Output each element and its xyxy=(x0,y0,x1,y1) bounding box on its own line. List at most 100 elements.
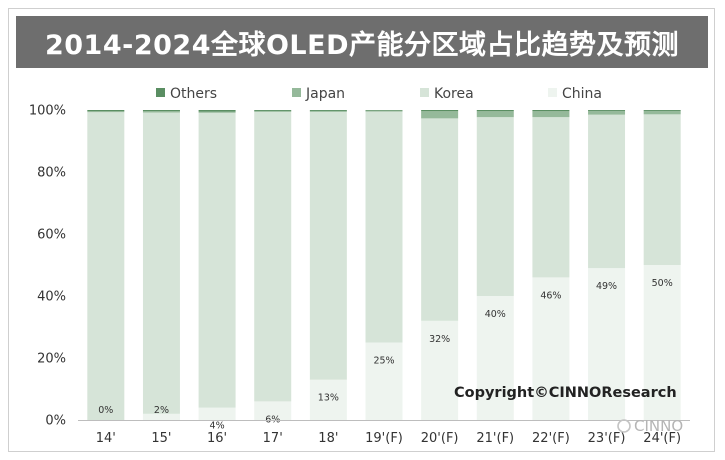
x-tick-label: 14' xyxy=(96,431,116,446)
legend-swatch-china xyxy=(548,88,557,97)
bar-segment-japan xyxy=(421,111,459,119)
bar-group: 32% xyxy=(421,110,459,420)
bar-segment-korea xyxy=(476,117,514,296)
x-tick-label: 16' xyxy=(207,431,227,446)
bar-group: 50% xyxy=(643,110,681,420)
bar-segment-japan xyxy=(254,110,292,112)
bar-segment-china xyxy=(198,407,236,420)
x-tick-label: 22'(F) xyxy=(532,431,570,446)
bar-segment-korea xyxy=(254,111,292,402)
bar-segment-china xyxy=(588,268,626,420)
watermark-text: CINNO xyxy=(634,417,683,435)
bar-segment-others xyxy=(643,110,681,111)
y-tick-label: 60% xyxy=(37,228,66,243)
x-tick-label: 21'(F) xyxy=(476,431,514,446)
bar-group: 49% xyxy=(588,110,626,420)
bar-segment-japan xyxy=(532,111,570,118)
bar-segment-korea xyxy=(309,111,347,380)
bar-segment-japan xyxy=(476,111,514,118)
title-bar: 2014-2024全球OLED产能分区域占比趋势及预测 xyxy=(16,16,708,68)
bar-segment-japan xyxy=(142,111,180,113)
bar-group: 25% xyxy=(365,110,403,420)
data-label: 13% xyxy=(318,393,339,404)
bar-segment-korea xyxy=(532,117,570,278)
legend-swatch-japan xyxy=(292,88,301,97)
bar-segment-china xyxy=(532,277,570,420)
data-label: 50% xyxy=(652,278,673,289)
x-axis: 14' 15' 16' 17' 18' 19'(F) 20'(F) 21'(F) 22'(F) 2… xyxy=(78,420,690,446)
bar-segment-others xyxy=(198,110,236,112)
y-tick-label: 40% xyxy=(37,290,66,305)
x-tick-label: 23'(F) xyxy=(588,431,626,446)
bar-segment-others xyxy=(142,110,180,112)
bar-segment-china xyxy=(142,413,180,420)
bar-segment-japan xyxy=(87,111,125,113)
data-label: 40% xyxy=(485,309,506,320)
data-label: 46% xyxy=(540,290,561,301)
y-tick-label: 0% xyxy=(45,414,66,429)
data-label: 32% xyxy=(429,334,450,345)
wechat-icon xyxy=(617,419,631,433)
bar-segment-others xyxy=(254,110,292,111)
bar-segment-others xyxy=(365,110,403,111)
bar-group: 4% xyxy=(198,110,236,432)
bar-segment-others xyxy=(532,110,570,112)
legend-swatch-others xyxy=(156,88,165,97)
data-label: 49% xyxy=(596,281,617,292)
bar-segment-others xyxy=(87,110,125,112)
legend: Others Japan Korea China xyxy=(156,86,602,102)
x-tick-label: 15' xyxy=(151,431,171,446)
legend-label-china: China xyxy=(562,86,602,102)
y-axis: 0% 20% 40% 60% 80% 100% xyxy=(29,104,66,429)
data-label: 0% xyxy=(98,405,113,416)
bar-segment-korea xyxy=(588,114,626,269)
x-tick-label: 17' xyxy=(263,431,283,446)
x-tick-label: 20'(F) xyxy=(421,431,459,446)
bar-group: 0% xyxy=(87,110,125,421)
bars: 0% 2% 4% 6% 13% 25% 32% 40% 46% 49% 50% xyxy=(87,110,681,432)
bar-group: 40% xyxy=(476,110,514,420)
bar-segment-korea xyxy=(365,111,403,343)
bar-segment-japan xyxy=(365,110,403,112)
bar-segment-korea xyxy=(142,112,180,414)
bar-segment-china xyxy=(421,320,459,420)
bar-group: 13% xyxy=(309,110,347,420)
data-label: 4% xyxy=(210,421,225,432)
bar-segment-korea xyxy=(198,112,236,408)
legend-label-others: Others xyxy=(170,86,217,102)
bar-segment-japan xyxy=(643,110,681,115)
x-tick-label: 24'(F) xyxy=(643,431,681,446)
watermark: CINNO xyxy=(617,417,683,435)
bar-segment-korea xyxy=(421,118,459,321)
bar-segment-others xyxy=(476,110,514,112)
bar-group: 46% xyxy=(532,110,570,420)
copyright-text: Copyright©CINNOResearch xyxy=(454,385,677,401)
x-tick-label: 19'(F) xyxy=(365,431,403,446)
bar-segment-others xyxy=(309,110,347,111)
data-label: 2% xyxy=(154,405,169,416)
bar-group: 6% xyxy=(254,110,292,425)
legend-label-korea: Korea xyxy=(434,86,474,102)
bar-segment-korea xyxy=(87,112,125,421)
y-tick-label: 20% xyxy=(37,352,66,367)
bar-segment-japan xyxy=(588,110,626,115)
legend-swatch-korea xyxy=(420,88,429,97)
chart-title: 2014-2024全球OLED产能分区域占比趋势及预测 xyxy=(44,29,679,61)
bar-segment-others xyxy=(421,110,459,112)
data-label: 25% xyxy=(373,356,394,367)
bar-segment-japan xyxy=(198,111,236,113)
bar-segment-china xyxy=(365,342,403,420)
bar-segment-china xyxy=(309,379,347,420)
bar-segment-japan xyxy=(309,110,347,112)
y-tick-label: 80% xyxy=(37,166,66,181)
bar-segment-china xyxy=(643,265,681,420)
y-tick-label: 100% xyxy=(29,104,66,119)
bar-segment-china xyxy=(254,401,292,420)
bar-segment-china xyxy=(476,296,514,420)
bar-group: 2% xyxy=(142,110,180,420)
data-label: 6% xyxy=(265,414,280,425)
x-tick-label: 18' xyxy=(318,431,338,446)
bar-segment-others xyxy=(588,110,626,111)
legend-label-japan: Japan xyxy=(305,86,345,102)
